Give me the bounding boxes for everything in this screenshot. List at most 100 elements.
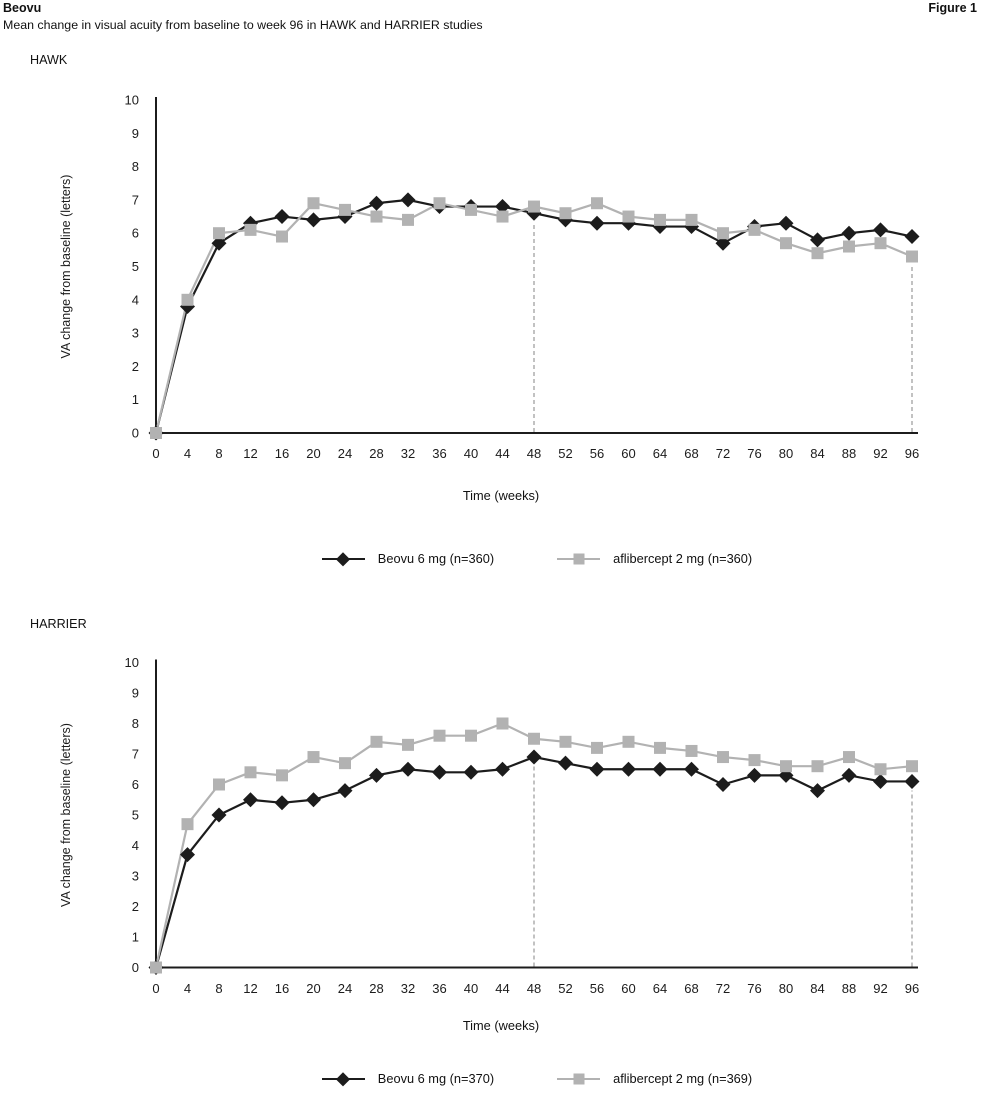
y-tick-label: 5: [132, 808, 139, 823]
hawk-study-title: HAWK: [30, 53, 68, 67]
aflibercept-square-marker: [213, 778, 225, 791]
y-tick-label: 8: [132, 716, 139, 731]
beovu-diamond-marker: [715, 777, 731, 792]
aflibercept-square-marker: [307, 751, 320, 764]
aflibercept-square-marker: [717, 751, 729, 764]
aflibercept-square-marker: [213, 227, 225, 240]
beovu-diamond-marker: [810, 232, 825, 248]
y-tick-label: 1: [132, 392, 139, 407]
aflibercept-square-marker: [465, 203, 477, 216]
x-tick-label: 64: [653, 981, 667, 996]
x-tick-label: 28: [369, 981, 383, 996]
x-tick-label: 0: [152, 446, 159, 461]
x-tick-label: 76: [747, 446, 761, 461]
beovu-diamond-marker: [589, 215, 605, 231]
x-tick-label: 36: [432, 981, 446, 996]
beovu-diamond-marker: [873, 773, 888, 789]
y-tick-label: 3: [132, 869, 139, 884]
x-tick-label: 52: [558, 981, 572, 996]
x-tick-label: 88: [842, 446, 856, 461]
beovu-diamond-marker: [400, 761, 416, 777]
y-tick-label: 1: [132, 930, 139, 945]
aflibercept-square-marker: [811, 760, 824, 773]
aflibercept-square-marker: [339, 757, 351, 770]
aflibercept-square-marker: [559, 735, 572, 748]
beovu-diamond-marker: [904, 773, 920, 789]
beovu-diamond-marker: [369, 195, 384, 211]
y-tick-label: 0: [132, 426, 139, 441]
y-tick-label: 10: [125, 655, 139, 670]
aflibercept-square-legend-marker: [557, 1071, 601, 1086]
harrier-legend: Beovu 6 mg (n=370) aflibercept 2 mg (n=3…: [156, 1071, 918, 1086]
hawk-legend-item-aflibercept: aflibercept 2 mg (n=360): [557, 551, 752, 566]
x-tick-label: 16: [275, 981, 289, 996]
y-axis-title: VA change from baseline (letters): [59, 723, 73, 907]
aflibercept-square-marker: [528, 732, 540, 745]
beovu-diamond-marker: [589, 761, 605, 777]
aflibercept-square-marker: [591, 197, 603, 210]
x-tick-label: 76: [747, 981, 761, 996]
figure-caption: Mean change in visual acuity from baseli…: [3, 18, 483, 32]
aflibercept-square-marker: [780, 760, 792, 773]
x-tick-label: 40: [464, 446, 478, 461]
beovu-diamond-marker: [463, 764, 479, 780]
x-tick-label: 60: [621, 446, 635, 461]
x-tick-label: 60: [621, 981, 635, 996]
beovu-diamond-marker: [211, 235, 227, 251]
hawk-x-axis-title: Time (weeks): [462, 488, 540, 503]
aflibercept-square-marker: [654, 741, 666, 754]
aflibercept-square-marker: [465, 729, 477, 742]
harrier-legend-item-aflibercept: aflibercept 2 mg (n=369): [557, 1071, 752, 1086]
aflibercept-square-marker: [528, 200, 540, 213]
x-tick-label: 44: [495, 446, 509, 461]
y-tick-label: 8: [132, 159, 139, 174]
x-tick-label: 40: [464, 981, 478, 996]
beovu-diamond-marker: [274, 795, 290, 811]
aflibercept-square-marker: [906, 760, 918, 773]
y-tick-label: 7: [132, 192, 139, 207]
x-tick-label: 64: [653, 446, 667, 461]
aflibercept-square-marker: [811, 247, 824, 260]
beovu-diamond-legend-marker: [321, 551, 365, 566]
aflibercept-square-marker: [402, 738, 414, 751]
x-tick-label: 72: [716, 981, 730, 996]
aflibercept-square-marker: [685, 744, 698, 757]
beovu-diamond-marker: [810, 783, 825, 799]
y-tick-label: 4: [132, 838, 139, 853]
y-tick-label: 6: [132, 226, 139, 241]
beovu-diamond-marker: [652, 761, 668, 777]
x-tick-label: 48: [527, 446, 541, 461]
beovu-diamond-marker: [400, 192, 416, 208]
y-tick-label: 0: [132, 960, 139, 975]
beovu-diamond-marker: [558, 755, 573, 771]
beovu-diamond-legend-marker: [321, 1071, 365, 1086]
aflibercept-square-marker: [150, 427, 162, 439]
x-tick-label: 24: [338, 446, 352, 461]
aflibercept-square-marker: [559, 207, 572, 220]
x-tick-label: 16: [275, 446, 289, 461]
x-tick-label: 72: [716, 446, 730, 461]
harrier-legend-item-beovu: Beovu 6 mg (n=370): [321, 1071, 495, 1086]
aflibercept-square-marker: [874, 763, 887, 776]
aflibercept-square-marker: [244, 766, 257, 779]
x-tick-label: 28: [369, 446, 383, 461]
beovu-diamond-marker: [873, 222, 888, 238]
aflibercept-square-marker: [748, 754, 761, 767]
x-tick-label: 44: [495, 981, 509, 996]
harrier-legend-label-beovu: Beovu 6 mg (n=370): [377, 1071, 495, 1086]
beovu-diamond-marker: [778, 767, 794, 783]
harrier-study-title: HARRIER: [30, 617, 87, 631]
y-tick-label: 2: [132, 359, 139, 374]
aflibercept-square-marker: [780, 237, 792, 250]
figure-number: Figure 1: [928, 1, 977, 15]
beovu-diamond-marker: [180, 847, 195, 863]
beovu-diamond-marker: [432, 764, 447, 780]
aflibercept-square-marker: [622, 210, 635, 223]
aflibercept-square-marker: [276, 769, 288, 782]
harrier-legend-label-aflibercept: aflibercept 2 mg (n=369): [613, 1071, 753, 1086]
y-tick-label: 2: [132, 899, 139, 914]
x-tick-label: 48: [527, 981, 541, 996]
beovu-diamond-marker: [495, 761, 510, 777]
aflibercept-square-marker: [906, 250, 918, 263]
